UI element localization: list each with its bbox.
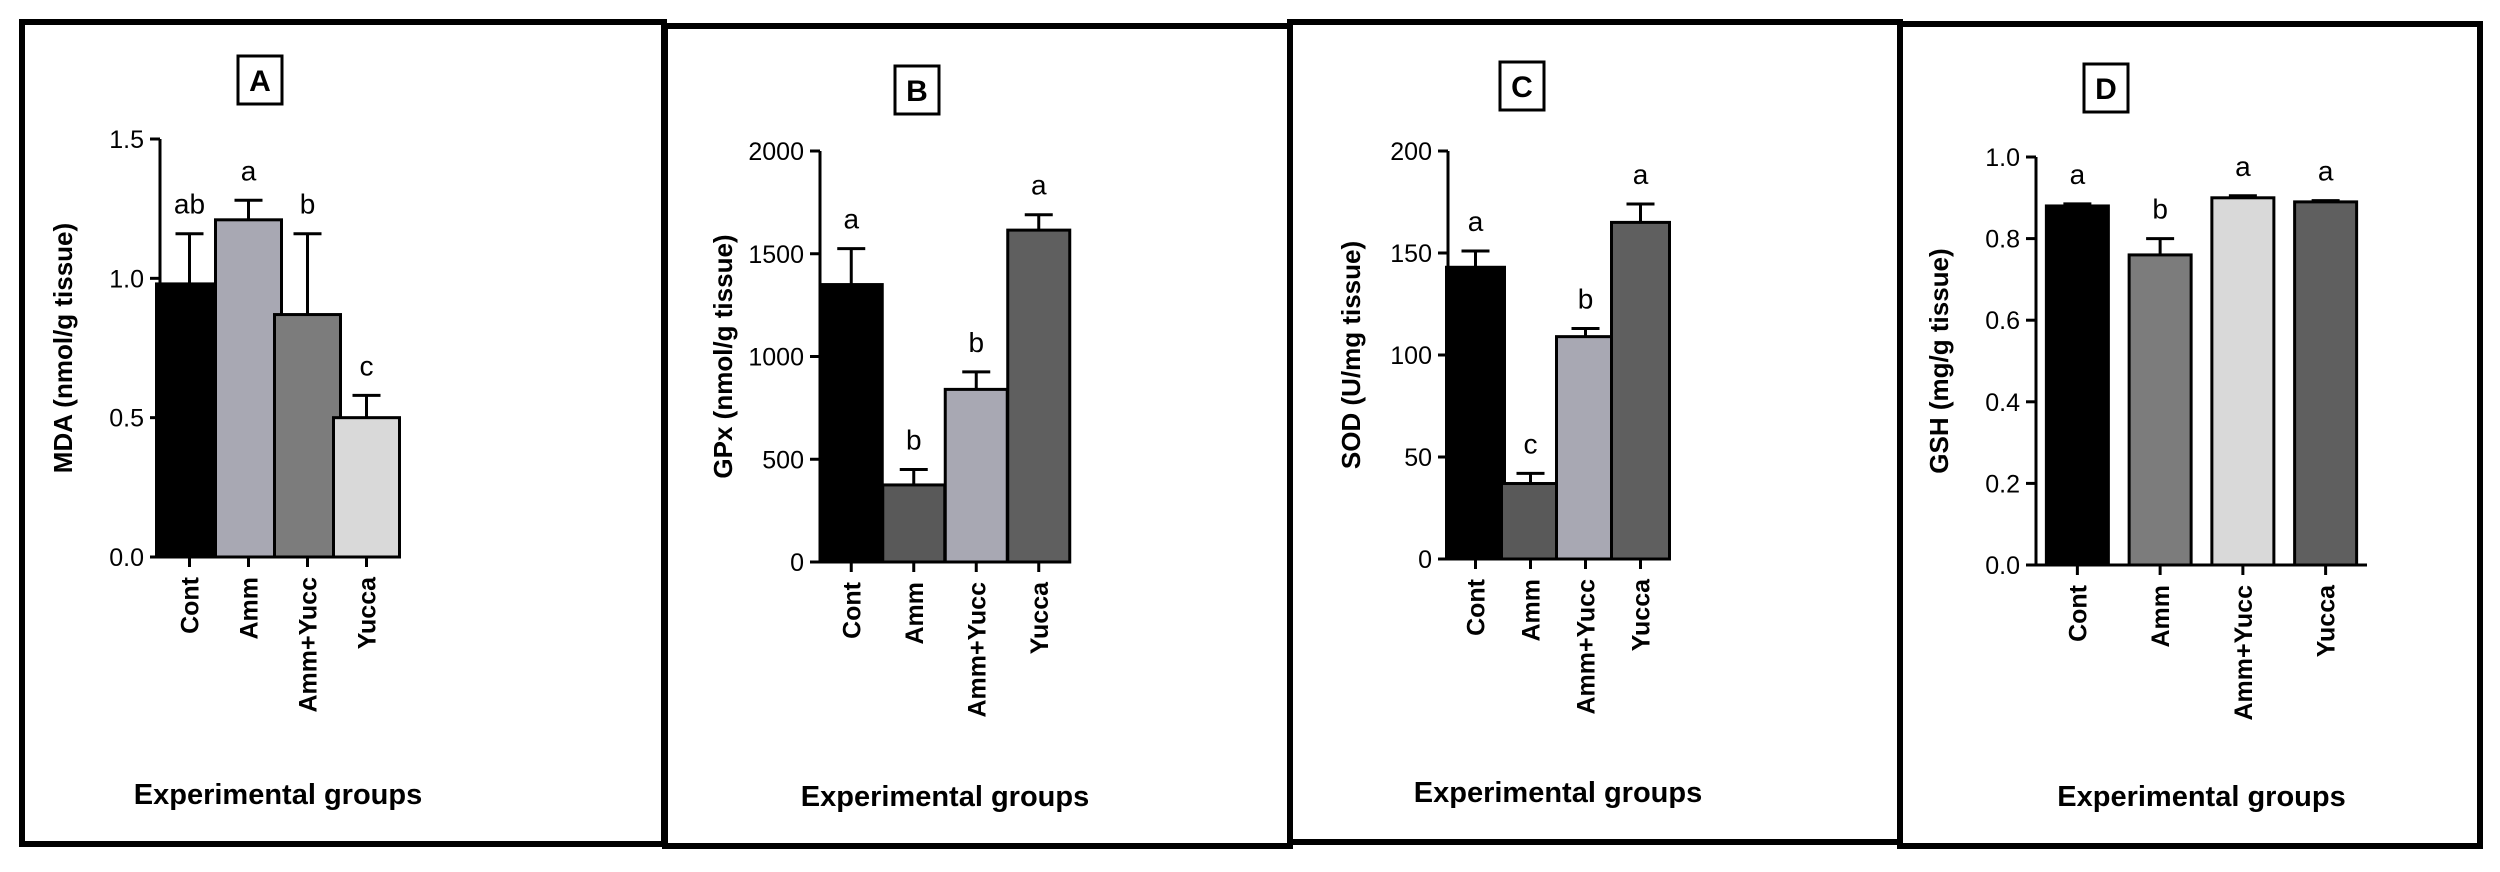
significance-label: a <box>843 204 859 235</box>
y-tick-label: 1.0 <box>109 265 144 293</box>
significance-label: a <box>241 155 257 186</box>
x-tick-label: Amm+Yucc <box>295 577 323 713</box>
x-tick-label: Cont <box>177 576 205 634</box>
x-tick-label: Amm+Yucc <box>2230 585 2258 721</box>
panel-label-box <box>2082 62 2130 114</box>
y-tick-label: 50 <box>1404 444 1432 472</box>
y-tick-label: 0.2 <box>1985 470 2020 498</box>
x-tick-label: Yucca <box>1628 578 1656 651</box>
x-tick-label: Amm <box>901 582 929 645</box>
x-tick-label: Cont <box>838 581 866 639</box>
y-tick-label: 500 <box>762 446 804 474</box>
bar-cont <box>155 282 224 559</box>
bar-cont <box>2044 204 2110 567</box>
panel-label: C <box>1511 71 1533 104</box>
significance-label: a <box>1633 159 1649 190</box>
x-tick-label: Amm <box>2147 585 2175 648</box>
x-tick-label: Yucca <box>354 576 382 649</box>
bar-amm <box>214 218 283 559</box>
bar-yucca <box>332 416 401 559</box>
y-tick-label: 0.8 <box>1985 226 2020 254</box>
x-axis-title: Experimental groups <box>1414 777 1702 809</box>
x-axis-title: Experimental groups <box>801 781 1089 813</box>
bar-amm <box>2127 253 2193 567</box>
bar-cont <box>1445 265 1506 561</box>
bar-yucca <box>2293 200 2359 567</box>
y-tick-label: 150 <box>1390 240 1432 268</box>
y-tick-label: 2000 <box>748 138 804 166</box>
significance-label: b <box>968 327 984 358</box>
panel-label: D <box>2095 73 2117 106</box>
y-axis-title: GPx (nmol/g tissue) <box>708 234 738 478</box>
y-tick-label: 200 <box>1390 138 1432 166</box>
y-tick-label: 0.0 <box>109 544 144 572</box>
bar-amm-yucc <box>1555 335 1616 561</box>
significance-label: b <box>1578 283 1594 314</box>
x-tick-label: Amm+Yucc <box>1573 579 1601 715</box>
panel-label: B <box>906 75 928 108</box>
x-axis-title: Experimental groups <box>2057 781 2345 813</box>
x-axis-title: Experimental groups <box>134 779 422 811</box>
significance-label: a <box>2070 159 2086 190</box>
bar-amm <box>1500 482 1561 561</box>
panel-label-box <box>236 54 284 106</box>
y-tick-label: 100 <box>1390 342 1432 370</box>
bar-amm-yucc <box>273 313 342 559</box>
significance-label: ab <box>174 189 205 220</box>
x-tick-label: Yucca <box>1026 581 1054 654</box>
panel-frame <box>1897 21 2483 849</box>
significance-label: a <box>2318 156 2334 187</box>
panel-d: D 0.0 0.2 0.4 0.6 0.8 1.0 GSH (mg/g tissue) a Con… <box>1897 21 2483 849</box>
panel-b: B 0 500 1000 1500 2000 GPx (nmol/g tissue) a Con… <box>662 23 1293 849</box>
x-tick-label: Amm <box>236 577 264 640</box>
bar-yucca <box>1006 228 1072 564</box>
bar-amm <box>881 483 947 564</box>
y-tick-label: 0.6 <box>1985 307 2020 335</box>
x-tick-label: Amm+Yucc <box>963 582 991 718</box>
panel-label: A <box>249 65 271 98</box>
significance-label: b <box>906 425 922 456</box>
panel-c: C 0 50 100 150 200 SOD (U/mg tissue) a Cont c Amm b… <box>1287 19 1903 845</box>
significance-label: b <box>300 189 316 220</box>
y-tick-label: 0.5 <box>109 405 144 433</box>
y-tick-label: 1000 <box>748 344 804 372</box>
significance-label: c <box>360 350 374 381</box>
y-tick-label: 0.0 <box>1985 552 2020 580</box>
y-tick-label: 1.5 <box>109 126 144 154</box>
y-axis-title: SOD (U/mg tissue) <box>1336 241 1366 469</box>
y-tick-label: 1.0 <box>1985 144 2020 172</box>
y-tick-label: 0.4 <box>1985 389 2020 417</box>
significance-label: a <box>1031 170 1047 201</box>
x-tick-label: Amm <box>1518 579 1546 642</box>
x-tick-label: Yucca <box>2313 584 2341 657</box>
significance-label: a <box>2235 151 2251 182</box>
y-tick-label: 1500 <box>748 241 804 269</box>
y-axis-title: GSH (mg/g tissue) <box>1924 248 1954 473</box>
panel-label-box <box>893 64 941 116</box>
bar-cont <box>818 283 884 564</box>
panel-a: A 0.0 0.5 1.0 1.5 MDA (nmol/g tissue) ab Cont a A… <box>19 19 667 847</box>
significance-label: b <box>2152 194 2168 225</box>
bar-amm-yucc <box>943 387 1009 564</box>
significance-label: a <box>1468 206 1484 237</box>
x-tick-label: Cont <box>1463 578 1491 636</box>
y-axis-title: MDA (nmol/g tissue) <box>48 223 78 473</box>
significance-label: c <box>1524 428 1538 459</box>
panel-label-box <box>1498 60 1546 112</box>
bar-yucca <box>1610 220 1671 561</box>
y-tick-label: 0 <box>1418 546 1432 574</box>
x-tick-label: Cont <box>2064 584 2092 642</box>
bar-amm-yucc <box>2210 196 2276 567</box>
y-tick-label: 0 <box>790 549 804 577</box>
